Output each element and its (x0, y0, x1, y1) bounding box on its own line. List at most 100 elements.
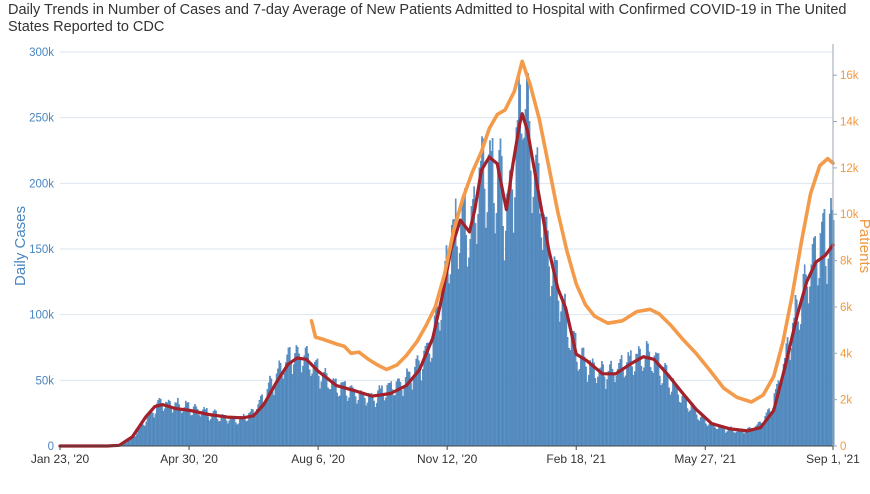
daily-case-bar (462, 197, 465, 447)
daily-case-bar (694, 406, 697, 447)
daily-case-bar (541, 250, 544, 447)
daily-case-bar (148, 413, 150, 447)
daily-case-bar (491, 138, 494, 447)
daily-case-bar (501, 156, 503, 447)
daily-case-bar (577, 370, 579, 447)
daily-case-bar (370, 393, 373, 447)
daily-case-bar (308, 369, 311, 447)
daily-case-bar (797, 321, 799, 447)
daily-case-bar (317, 375, 320, 447)
daily-case-bar (332, 378, 335, 447)
daily-case-bar (448, 283, 450, 447)
daily-case-bar (515, 127, 518, 447)
daily-case-bar (664, 363, 666, 447)
daily-case-bar (327, 387, 329, 447)
daily-case-bar (216, 418, 219, 447)
daily-case-bar (311, 373, 313, 447)
daily-case-bar (819, 233, 822, 447)
daily-case-bar (810, 264, 813, 447)
daily-case-bar (173, 409, 175, 447)
daily-case-bar (337, 396, 340, 447)
daily-case-bar (333, 379, 336, 447)
daily-case-bar (364, 398, 366, 447)
daily-case-bar (219, 421, 221, 447)
daily-case-bar (208, 420, 211, 447)
daily-case-bar (815, 262, 818, 447)
daily-case-bar (780, 387, 782, 447)
daily-case-bar (594, 378, 597, 447)
daily-case-bar (701, 416, 703, 447)
daily-case-bar (744, 432, 747, 447)
daily-case-bar (154, 413, 157, 447)
daily-case-bar (649, 367, 652, 447)
daily-case-bar (146, 417, 149, 447)
daily-case-bar (734, 433, 736, 447)
daily-case-bar (519, 84, 522, 447)
daily-case-bar (566, 337, 569, 447)
daily-case-bar (136, 433, 138, 447)
daily-case-bar (171, 412, 174, 447)
daily-case-bar (393, 395, 395, 447)
daily-case-bar (707, 424, 710, 447)
daily-case-bar (495, 213, 498, 447)
daily-case-bar (319, 388, 321, 447)
daily-case-bar (217, 421, 220, 447)
daily-case-bar (469, 239, 471, 447)
daily-case-bar (678, 401, 681, 447)
daily-case-bar (190, 415, 192, 447)
daily-case-bar (461, 200, 464, 447)
daily-case-bar (716, 429, 719, 447)
daily-case-bar (231, 417, 233, 447)
daily-case-bar (292, 364, 295, 447)
daily-case-bar (424, 345, 427, 447)
daily-case-bar (478, 167, 481, 447)
daily-case-bar (643, 367, 645, 447)
daily-case-bar (265, 399, 267, 447)
daily-case-bar (532, 196, 535, 447)
daily-case-bar (296, 346, 299, 447)
daily-case-bar (669, 394, 672, 447)
daily-case-bar (602, 364, 604, 447)
daily-case-bar (472, 199, 474, 447)
daily-case-bar (406, 368, 408, 447)
daily-case-bar (142, 424, 145, 447)
daily-case-bar (506, 193, 508, 447)
daily-case-bar (263, 402, 266, 447)
daily-case-bar (244, 419, 246, 447)
daily-case-bar (720, 425, 723, 447)
daily-case-bar (479, 160, 482, 447)
daily-case-bar (394, 395, 396, 447)
daily-case-bar (549, 296, 552, 447)
daily-case-bar (348, 397, 350, 447)
daily-case-bar (144, 425, 146, 447)
daily-case-bar (331, 383, 333, 447)
daily-case-bar (240, 415, 242, 447)
daily-case-bar (427, 342, 429, 447)
daily-case-bar (727, 429, 730, 447)
daily-case-bar (489, 140, 491, 447)
daily-case-bar (788, 347, 790, 447)
daily-case-bar (207, 416, 209, 447)
daily-case-bar (498, 150, 500, 447)
daily-case-bar (512, 232, 515, 447)
daily-case-bar (152, 412, 154, 447)
daily-case-bar (369, 395, 371, 447)
daily-case-bar (238, 417, 241, 447)
daily-case-bar (543, 214, 545, 447)
daily-case-bar (624, 375, 627, 447)
daily-case-bar (307, 353, 310, 447)
daily-case-bar (179, 409, 182, 447)
daily-case-bar (225, 420, 228, 447)
y-left-tick-label: 200k (29, 178, 54, 190)
daily-case-bar (228, 420, 231, 447)
daily-case-bar (686, 408, 689, 447)
daily-case-bar (423, 350, 425, 447)
daily-case-bar (529, 170, 532, 447)
daily-case-bar (636, 353, 639, 447)
x-tick-label: Apr 30, '20 (160, 452, 218, 466)
daily-case-bar (282, 378, 284, 447)
daily-case-bar (622, 370, 624, 447)
daily-case-bar (181, 413, 183, 447)
daily-case-bar (511, 189, 514, 447)
daily-case-bar (432, 335, 435, 447)
